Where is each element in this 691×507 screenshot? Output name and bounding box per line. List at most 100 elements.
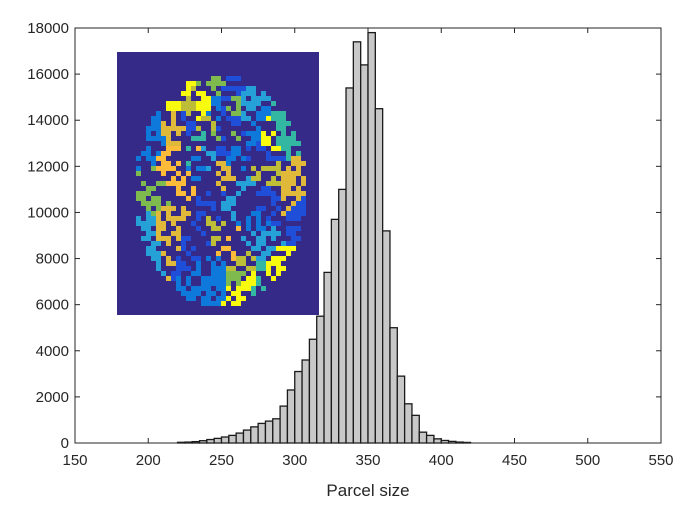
inset-parcel-cell xyxy=(186,281,191,286)
inset-parcel-cell xyxy=(301,161,306,166)
inset-parcel-cell xyxy=(246,156,251,161)
inset-parcel-cell xyxy=(176,191,181,196)
inset-parcel-cell xyxy=(231,211,236,216)
inset-parcel-cell xyxy=(276,166,281,171)
inset-parcel-cell xyxy=(261,131,266,136)
inset-parcel-cell xyxy=(276,116,281,121)
inset-parcel-cell xyxy=(221,281,226,286)
inset-parcel-cell xyxy=(281,256,286,261)
inset-parcel-cell xyxy=(271,226,276,231)
inset-parcel-cell xyxy=(191,106,196,111)
inset-parcel-cell xyxy=(171,146,176,151)
axis-ticks: 150 200 250 300 350 400 450 500 550 0 2000 4000 6000… xyxy=(27,20,673,469)
inset-parcel-cell xyxy=(256,261,261,266)
histogram-bar xyxy=(360,64,369,444)
inset-parcel-cell xyxy=(166,216,171,221)
inset-parcel-cell xyxy=(251,231,256,236)
inset-parcel-cell xyxy=(191,136,196,141)
inset-parcel-cell xyxy=(236,301,241,306)
inset-parcel-cell xyxy=(166,146,171,151)
inset-parcel-cell xyxy=(261,166,266,171)
inset-parcel-cell xyxy=(256,101,261,106)
inset-parcel-cell xyxy=(211,201,216,206)
inset-parcel-cell xyxy=(221,106,226,111)
inset-parcel-cell xyxy=(251,166,256,171)
inset-parcel-cell xyxy=(201,281,206,286)
inset-parcel-cell xyxy=(206,101,211,106)
inset-parcel-cell xyxy=(251,271,256,276)
inset-parcel-cell xyxy=(161,121,166,126)
inset-parcel-cell xyxy=(191,156,196,161)
inset-parcel-cell xyxy=(201,296,206,301)
inset-parcel-cell xyxy=(241,256,246,261)
inset-parcel-cell xyxy=(276,141,281,146)
inset-parcel-cell xyxy=(261,241,266,246)
inset-parcel-cell xyxy=(196,196,201,201)
inset-parcel-cell xyxy=(286,156,291,161)
inset-parcel-cell xyxy=(221,151,226,156)
inset-parcel-cell xyxy=(286,216,291,221)
inset-parcel-cell xyxy=(236,111,241,116)
inset-parcel-cell xyxy=(221,176,226,181)
inset-parcel-cell xyxy=(176,236,181,241)
inset-parcel-cell xyxy=(156,196,161,201)
inset-parcel-cell xyxy=(271,276,276,281)
inset-parcel-cell xyxy=(236,136,241,141)
inset-parcel-cell xyxy=(251,276,256,281)
inset-parcel-cell xyxy=(216,146,221,151)
inset-parcel-cell xyxy=(281,186,286,191)
inset-parcel-cell xyxy=(156,131,161,136)
x-tick-label: 250 xyxy=(209,452,234,469)
inset-parcel-cell xyxy=(246,86,251,91)
inset-parcel-cell xyxy=(286,166,291,171)
inset-parcel-cell xyxy=(176,216,181,221)
inset-parcel-cell xyxy=(161,221,166,226)
inset-parcel-cell xyxy=(221,81,226,86)
inset-parcel-cell xyxy=(281,196,286,201)
inset-parcel-cell xyxy=(161,166,166,171)
inset-parcel-cell xyxy=(211,236,216,241)
inset-parcel-cell xyxy=(261,256,266,261)
inset-parcel-cell xyxy=(211,241,216,246)
inset-parcel-cell xyxy=(256,246,261,251)
inset-parcel-cell xyxy=(156,181,161,186)
inset-parcel-cell xyxy=(211,121,216,126)
inset-parcel-cell xyxy=(291,226,296,231)
inset-parcel-cell xyxy=(136,216,141,221)
inset-parcel-cell xyxy=(201,286,206,291)
inset-parcel-cell xyxy=(166,106,171,111)
inset-parcel-cell xyxy=(236,226,241,231)
x-tick-label: 450 xyxy=(502,452,527,469)
inset-parcel-cell xyxy=(216,106,221,111)
inset-parcel-cell xyxy=(141,226,146,231)
inset-parcel-cell xyxy=(186,131,191,136)
inset-parcel-cell xyxy=(146,131,151,136)
inset-parcel-cell xyxy=(156,226,161,231)
inset-parcel-cell xyxy=(166,236,171,241)
inset-parcel-cell xyxy=(196,176,201,181)
inset-parcel-cell xyxy=(256,221,261,226)
inset-parcel-cell xyxy=(166,276,171,281)
inset-parcel-cell xyxy=(191,191,196,196)
inset-parcel-cell xyxy=(271,156,276,161)
inset-parcel-cell xyxy=(301,181,306,186)
inset-parcel-cell xyxy=(146,216,151,221)
inset-parcel-cell xyxy=(186,111,191,116)
inset-parcel-cell xyxy=(226,201,231,206)
inset-parcel-cell xyxy=(241,186,246,191)
inset-parcel-cell xyxy=(191,221,196,226)
inset-parcel-cell xyxy=(186,121,191,126)
inset-parcel-cell xyxy=(196,216,201,221)
inset-parcel-cell xyxy=(181,101,186,106)
inset-parcel-cell xyxy=(291,211,296,216)
inset-parcel-cell xyxy=(206,296,211,301)
inset-parcel-cell xyxy=(151,121,156,126)
inset-parcel-cell xyxy=(191,86,196,91)
inset-parcel-cell xyxy=(171,166,176,171)
inset-parcel-cell xyxy=(136,156,141,161)
inset-parcel-cell xyxy=(246,251,251,256)
inset-parcel-cell xyxy=(186,81,191,86)
inset-parcel-cell xyxy=(211,221,216,226)
inset-parcel-cell xyxy=(286,121,291,126)
inset-parcel-cell xyxy=(291,181,296,186)
